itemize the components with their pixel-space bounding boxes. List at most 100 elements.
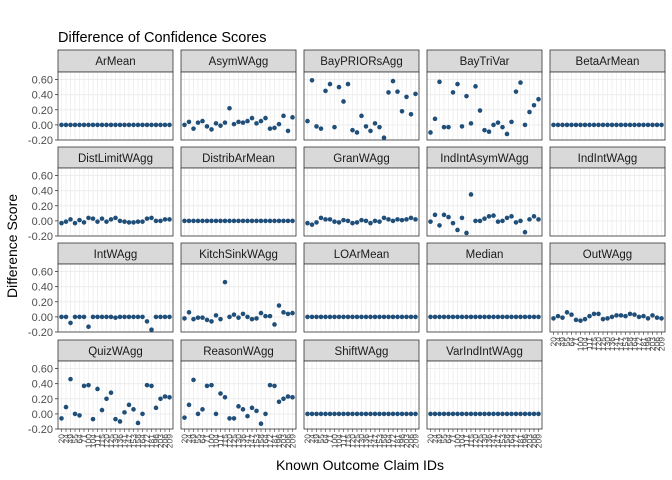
data-point [468,411,474,417]
data-point [446,411,451,417]
data-point [459,411,465,417]
data-point [551,122,556,128]
x-tick-label: 120 [471,434,481,448]
data-point [81,383,87,389]
facet-betaarmean: BetaArMean [549,49,666,141]
data-point [645,316,651,321]
data-point [377,411,382,417]
data-point [350,220,355,226]
data-point [305,118,310,124]
data-point [482,216,487,221]
data-point [231,416,237,421]
data-point [354,314,360,320]
data-point [408,215,414,221]
data-point [195,120,201,125]
x-tick-label: 153 [375,434,385,448]
data-point [582,316,588,322]
data-point [68,320,73,326]
data-point [135,314,141,320]
data-point [386,217,391,222]
data-point [309,314,315,320]
data-point [569,312,574,317]
data-point [182,415,187,420]
data-point [464,93,469,99]
x-tick-label: 136 [607,337,617,351]
data-point [200,218,205,224]
grid-lines [427,361,542,430]
x-tick-label: 20 [180,434,190,444]
data-point [213,411,219,417]
x-tick-label: 24 [553,337,563,347]
data-point [491,411,496,417]
data-point [390,411,396,417]
facet-loarmean: LOArMean [303,242,420,333]
data-point [386,411,391,417]
panel-border [549,71,666,141]
data-point [90,314,96,320]
data-point [473,411,478,417]
data-point [654,315,660,320]
data-point [359,217,364,223]
data-point [263,313,268,319]
data-point [258,421,264,427]
data-point [140,411,145,417]
data-point [117,218,123,224]
x-tick-label: 209 [411,434,421,448]
data-point [240,311,246,317]
data-point [332,314,337,320]
x-tick-label: 130 [111,434,121,448]
data-point [636,314,642,320]
data-point [482,411,487,417]
x-tick-label: 181 [393,434,403,448]
facet-granwagg: GranWAgg [303,146,420,237]
data-point [486,314,492,320]
data-point [527,109,532,115]
data-point [95,314,100,320]
data-point [309,78,315,83]
data-point [591,311,597,317]
data-point [473,218,478,224]
data-point [560,122,565,128]
facet-quizwagg: QuizWAgg -0.20 0.00 0.20 0.40 0.60 20244955647… [28,339,175,448]
x-tick-label: 120 [594,337,604,351]
data-point [504,314,510,320]
data-point [72,314,78,320]
data-point [86,324,91,330]
data-point [158,396,163,402]
data-point [350,314,355,320]
data-point [536,217,541,222]
data-point [131,314,136,320]
data-point [126,220,132,225]
x-tick-label: 49 [66,434,76,444]
data-point [404,314,409,320]
data-point [249,405,255,411]
facet-strip-label: DistribArMean [202,153,275,165]
panel-border [180,263,297,333]
x-tick-label: 55 [316,434,326,444]
x-tick-label: 172 [265,434,275,448]
y-tick-label: 0.40 [32,379,53,391]
facet-distlimitwagg: DistLimitWAgg -0.20 0.00 0.20 0.40 0.60 [28,146,174,243]
data-point [281,113,286,119]
data-point [495,411,501,417]
x-tick-label: 203 [525,434,535,448]
data-point [390,218,396,224]
data-point [359,411,364,417]
data-point [632,122,637,128]
data-point [236,218,241,224]
data-point [600,122,606,128]
data-point [153,405,159,411]
data-point [99,314,105,320]
data-point [413,91,418,97]
x-tick-label: 125 [598,337,608,351]
x-tick-label: 24 [430,434,440,444]
data-point [618,122,624,128]
data-point [341,217,346,223]
data-point [437,411,442,417]
data-point [263,411,268,417]
data-point [144,382,150,388]
data-point [354,411,360,417]
grid-lines [181,361,296,430]
x-tick-label: 130 [234,434,244,448]
grid-lines [304,264,419,333]
